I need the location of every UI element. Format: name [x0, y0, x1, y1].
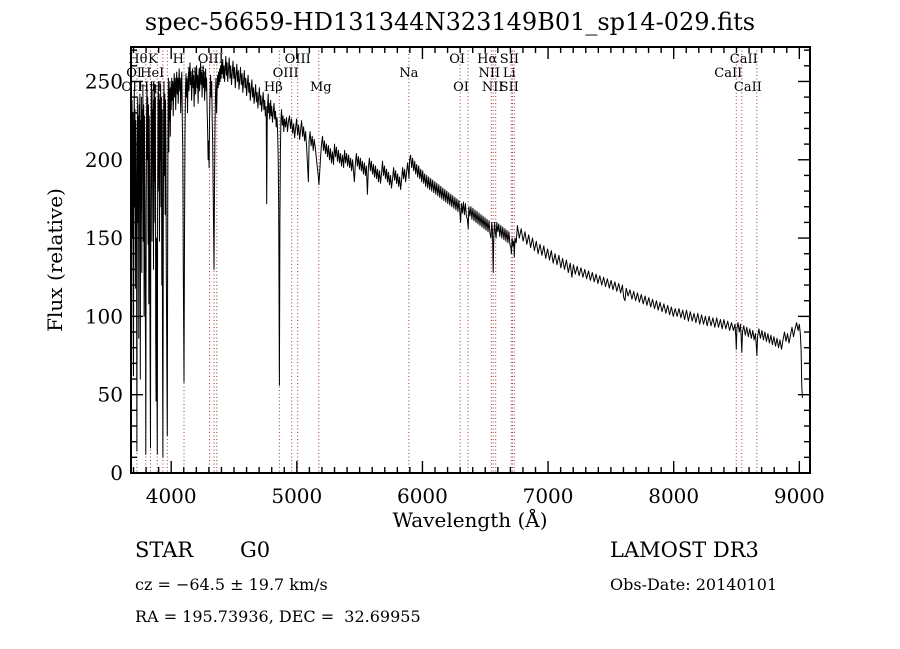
object-subclass-label: G0 — [240, 538, 271, 562]
spectral-line-label: OIII — [273, 66, 299, 81]
axis-tick-labels: 4000 5000 6000 7000 8000 9000 0 50 100 150 200 250 — [85, 69, 825, 508]
spectral-line-label: OIII — [285, 52, 311, 67]
x-axis-title: Wavelength (Å) — [392, 507, 547, 532]
spectral-line-label: CaII — [714, 66, 742, 81]
ra-dec-label: RA = 195.73936, DEC = 32.69955 — [135, 607, 421, 626]
spectral-line-label: OI — [453, 80, 469, 95]
spectral-line-label: K — [148, 52, 158, 67]
spectral-line-label: CaII — [730, 52, 758, 67]
spectral-line-label: H — [151, 80, 162, 95]
x-tick-label: 8000 — [648, 484, 699, 508]
spectral-line-label: H — [173, 52, 184, 67]
spectral-line-label: Hβ — [264, 80, 283, 95]
spectrum-trace — [130, 55, 803, 458]
y-tick-label: 150 — [85, 226, 123, 250]
x-tick-label: 7000 — [523, 484, 574, 508]
plot-axes — [130, 46, 811, 474]
spectral-line-label: HeI — [140, 66, 164, 81]
spectrum-path — [130, 55, 803, 458]
y-axis-title: Flux (relative) — [43, 188, 67, 332]
spectral-line-label: NII — [482, 80, 504, 95]
survey-release-label: LAMOST DR3 — [610, 538, 759, 562]
spectral-line-label: NII — [478, 66, 500, 81]
x-tick-label: 4000 — [146, 484, 197, 508]
spectral-line-label: OIII — [198, 52, 224, 67]
y-tick-label: 0 — [110, 461, 123, 485]
plot-box — [130, 46, 811, 474]
spectral-line-markers — [136, 47, 758, 473]
y-tick-label: 50 — [98, 383, 123, 407]
spectral-line-label: Mg — [310, 80, 332, 95]
radial-velocity-label: cz = −64.5 ± 19.7 km/s — [135, 575, 328, 594]
x-tick-label: 6000 — [397, 484, 448, 508]
y-tick-label: 100 — [85, 304, 123, 328]
spectral-line-label: CaII — [734, 80, 762, 95]
spectral-line-label: Li — [503, 66, 516, 81]
spectral-line-label: SII — [500, 52, 519, 67]
spectral-line-label: Hα — [477, 52, 497, 67]
obs-date-label: Obs-Date: 20140101 — [610, 575, 778, 594]
y-tick-label: 200 — [85, 148, 123, 172]
x-tick-label: 5000 — [271, 484, 322, 508]
spectral-line-label: OI — [449, 52, 465, 67]
spectral-line-label: Na — [399, 66, 418, 81]
x-tick-label: 9000 — [774, 484, 825, 508]
page-title: spec-56659-HD131344N323149B01_sp14-029.f… — [144, 8, 756, 36]
y-tick-label: 250 — [85, 69, 123, 93]
spectral-line-label: SII — [500, 80, 519, 95]
object-class-label: STAR — [135, 538, 194, 562]
spectral-line-label: Hθ — [128, 52, 147, 67]
